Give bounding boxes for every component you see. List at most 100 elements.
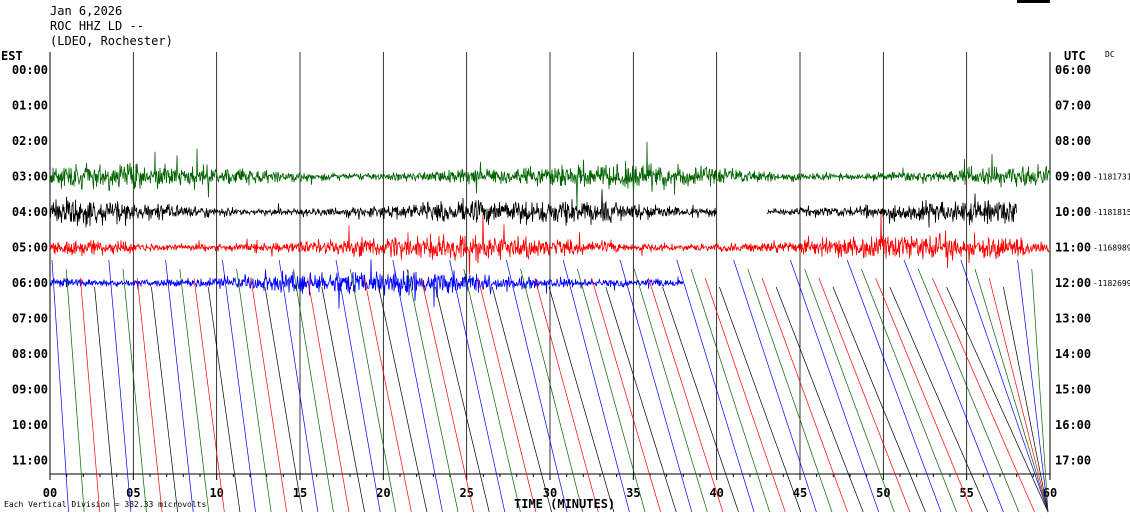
x-tick-label: 10: [209, 486, 223, 500]
wrap-line: [51, 259, 69, 513]
x-tick-label: 05: [126, 486, 140, 500]
wrap-line: [80, 277, 101, 513]
wrap-line: [278, 259, 319, 513]
wrap-line: [335, 259, 381, 513]
left-row-label: 02:00: [12, 134, 48, 148]
right-row-label: 11:00: [1055, 241, 1091, 255]
wrap-line: [861, 268, 957, 513]
wrap-line: [733, 259, 817, 513]
wrap-line: [65, 268, 85, 513]
x-tick-label: 15: [293, 486, 307, 500]
right-row-label: 16:00: [1055, 418, 1091, 432]
dc-offset-value: -1182699: [1093, 279, 1130, 288]
seismic-trace: [49, 213, 1051, 275]
wrap-line: [364, 277, 412, 513]
wrap-line: [889, 286, 989, 513]
wrap-line: [378, 286, 428, 513]
wrap-line: [903, 259, 1004, 513]
station-source: (LDEO, Rochester): [50, 34, 173, 48]
scale-note: Each Vertical Division = 382.33 microvol…: [4, 500, 207, 509]
wrap-line: [548, 286, 615, 513]
record-date: Jan 6,2026: [50, 4, 123, 18]
wrap-line: [193, 277, 225, 513]
wrap-line: [392, 259, 443, 513]
wrap-line: [605, 286, 677, 513]
right-row-label: 12:00: [1055, 276, 1091, 290]
wrap-line: [477, 277, 537, 513]
wrap-line: [250, 277, 288, 513]
wrap-line: [974, 268, 1049, 513]
wrap-line: [775, 286, 864, 513]
wrap-line: [506, 259, 568, 513]
top-marker-bar: [1017, 0, 1050, 3]
wrap-line: [562, 259, 630, 513]
wrap-line: [988, 277, 1049, 513]
left-row-label: 07:00: [12, 312, 48, 326]
x-tick-label: 30: [543, 486, 557, 500]
wrap-line: [108, 259, 132, 513]
left-row-label: 01:00: [12, 99, 48, 113]
wrap-line: [832, 286, 926, 513]
dc-offset-value: -1181731: [1093, 173, 1130, 182]
x-axis-title: TIME (MINUTES): [514, 497, 616, 511]
wrap-line: [179, 268, 210, 513]
wrap-line: [591, 277, 661, 513]
left-row-label: 04:00: [12, 205, 48, 219]
wrap-line: [236, 268, 272, 513]
x-tick-label: 50: [876, 486, 890, 500]
left-row-label: 00:00: [12, 63, 48, 77]
wrap-line: [264, 286, 303, 513]
left-row-label: 03:00: [12, 170, 48, 184]
right-row-label: 15:00: [1055, 383, 1091, 397]
right-row-label: 09:00: [1055, 170, 1091, 184]
wrap-line: [1031, 268, 1049, 513]
wrap-line: [307, 277, 350, 513]
x-tick-label: 00: [43, 486, 57, 500]
right-timezone-label: UTC: [1064, 49, 1086, 63]
right-row-label: 08:00: [1055, 134, 1091, 148]
wrap-line: [520, 268, 584, 513]
x-tick-label: 20: [376, 486, 390, 500]
wrap-line: [761, 277, 848, 513]
wrap-line: [534, 277, 599, 513]
wrap-line: [463, 268, 521, 513]
wrap-line: [151, 286, 178, 513]
wrap-line: [917, 268, 1020, 513]
wrap-line: [406, 268, 459, 513]
wrap-line: [420, 277, 474, 513]
dc-offset-value: -1181815: [1093, 208, 1130, 217]
left-row-label: 06:00: [12, 276, 48, 290]
wrap-line: [946, 286, 1049, 513]
right-row-label: 13:00: [1055, 312, 1091, 326]
wrap-line: [435, 286, 490, 513]
x-tick-label: 25: [459, 486, 473, 500]
wrap-line: [222, 259, 256, 513]
wrap-line: [136, 277, 163, 513]
wrap-line: [577, 268, 646, 513]
left-timezone-label: EST: [1, 49, 23, 63]
wrap-line: [676, 259, 755, 513]
wrap-line: [122, 268, 147, 513]
wrap-line: [449, 259, 506, 513]
wrap-line: [1017, 259, 1049, 513]
wrap-line: [747, 268, 833, 513]
wrap-line: [790, 259, 880, 513]
wrap-line: [662, 286, 739, 513]
dc-offset-header: DC: [1105, 50, 1115, 59]
left-row-label: 10:00: [12, 418, 48, 432]
dc-offset-value: -1168989: [1093, 244, 1130, 253]
wrap-line: [1003, 286, 1049, 513]
wrap-line: [293, 268, 334, 513]
wrap-line: [846, 259, 942, 513]
seismic-trace: [49, 141, 1051, 212]
wrap-line: [804, 268, 895, 513]
left-row-label: 05:00: [12, 241, 48, 255]
station-channel: ROC HHZ LD --: [50, 19, 144, 33]
right-row-label: 06:00: [1055, 63, 1091, 77]
x-tick-label: 35: [626, 486, 640, 500]
left-row-label: 09:00: [12, 383, 48, 397]
wrap-line: [321, 286, 365, 513]
wrap-line: [704, 277, 786, 513]
